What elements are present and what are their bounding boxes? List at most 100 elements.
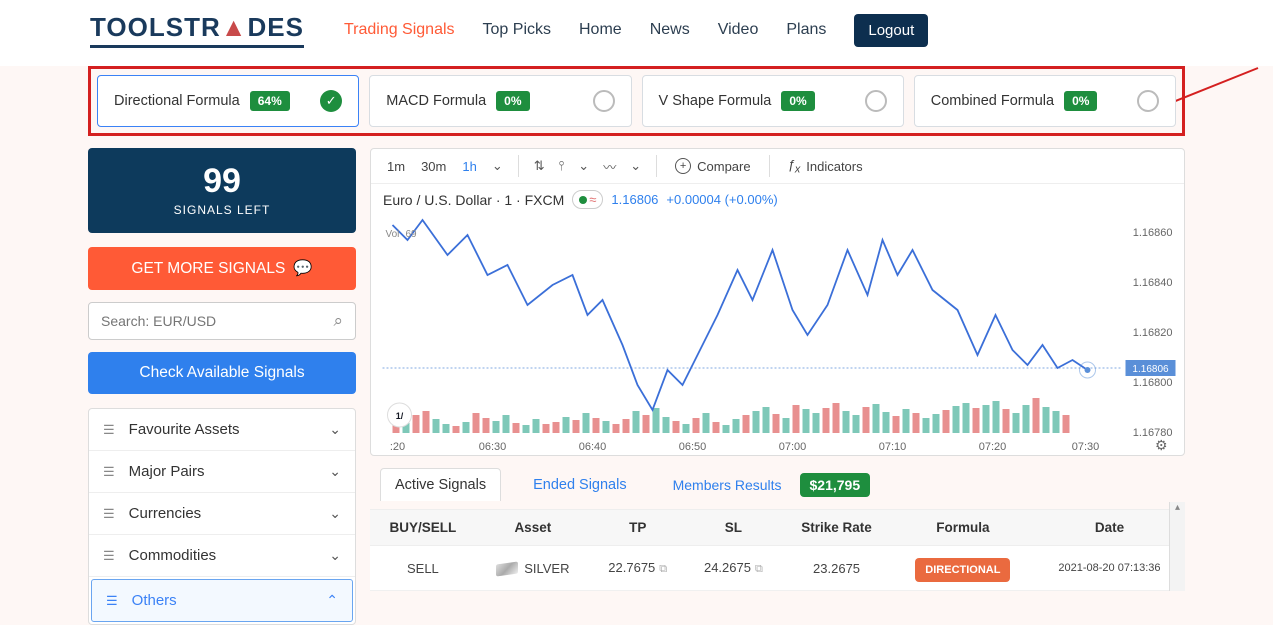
svg-text:07:30: 07:30 bbox=[1072, 441, 1100, 453]
col-strike: Strike Rate bbox=[781, 510, 892, 546]
chevron-down-icon[interactable]: ⌄ bbox=[573, 158, 594, 174]
list-icon: ☰ bbox=[103, 548, 115, 564]
cell-tp: 22.7675⧉ bbox=[590, 546, 686, 591]
get-more-signals-button[interactable]: GET MORE SIGNALS 💬 bbox=[88, 247, 356, 290]
nav-trading-signals[interactable]: Trading Signals bbox=[344, 21, 455, 39]
svg-text:1.16806: 1.16806 bbox=[1132, 364, 1169, 375]
timeframe-1h[interactable]: 1h bbox=[456, 156, 482, 177]
svg-text:07:20: 07:20 bbox=[979, 441, 1007, 453]
radio-empty-icon bbox=[593, 90, 615, 112]
nav-plans[interactable]: Plans bbox=[786, 21, 826, 39]
formula-label: Directional Formula bbox=[114, 93, 240, 109]
svg-text::20: :20 bbox=[390, 441, 405, 453]
chevron-down-icon: ⌄ bbox=[329, 505, 341, 522]
tab-ended-signals[interactable]: Ended Signals bbox=[519, 469, 641, 501]
members-results-link[interactable]: Members Results bbox=[673, 477, 782, 493]
chevron-down-icon[interactable]: ⌄ bbox=[625, 158, 646, 174]
formula-selector-row: Directional Formula 64% ✓ MACD Formula 0… bbox=[88, 66, 1185, 136]
formula-pct-badge: 0% bbox=[781, 91, 814, 111]
svg-text:07:10: 07:10 bbox=[879, 441, 907, 453]
search-box[interactable]: ⌕ bbox=[88, 302, 356, 340]
content-area: 1m 30m 1h ⌄ ⇅ ⫯ ⌄ 〰 ⌄ +Compare ƒxIndicat… bbox=[370, 148, 1185, 625]
category-others[interactable]: ☰Others ⌃ bbox=[91, 579, 353, 622]
timeframe-1m[interactable]: 1m bbox=[381, 156, 411, 177]
list-icon: ☰ bbox=[103, 506, 115, 522]
cell-strike: 23.2675 bbox=[781, 546, 892, 591]
market-status-icon: ≈ bbox=[572, 190, 603, 209]
indicators-button[interactable]: ƒxIndicators bbox=[780, 157, 871, 176]
main-nav: Trading Signals Top Picks Home News Vide… bbox=[344, 14, 928, 47]
radio-empty-icon bbox=[865, 90, 887, 112]
logo-text-post: DES bbox=[247, 12, 303, 42]
list-icon: ☰ bbox=[106, 593, 118, 609]
svg-text:⚙: ⚙ bbox=[1155, 437, 1168, 453]
col-asset: Asset bbox=[476, 510, 590, 546]
svg-text:06:50: 06:50 bbox=[679, 441, 707, 453]
chart-widget: 1m 30m 1h ⌄ ⇅ ⫯ ⌄ 〰 ⌄ +Compare ƒxIndicat… bbox=[370, 148, 1185, 456]
category-list: ☰Favourite Assets ⌄ ☰Major Pairs ⌄ ☰Curr… bbox=[88, 408, 356, 625]
category-favourite-assets[interactable]: ☰Favourite Assets ⌄ bbox=[89, 409, 355, 451]
cell-date: 2021-08-20 07:13:36 bbox=[1034, 546, 1185, 591]
nav-video[interactable]: Video bbox=[718, 21, 759, 39]
line-chart-icon[interactable]: 〰 bbox=[598, 157, 621, 176]
cell-side: SELL bbox=[370, 546, 476, 591]
category-label: Others bbox=[132, 592, 177, 609]
formula-pct-badge: 64% bbox=[250, 91, 290, 111]
nav-top-picks[interactable]: Top Picks bbox=[483, 21, 551, 39]
signals-table: BUY/SELL Asset TP SL Strike Rate Formula… bbox=[370, 509, 1185, 591]
nav-news[interactable]: News bbox=[650, 21, 690, 39]
candlestick-icon[interactable]: ⫯ bbox=[554, 158, 570, 174]
copy-icon[interactable]: ⧉ bbox=[659, 563, 667, 575]
radio-empty-icon bbox=[1137, 90, 1159, 112]
silver-icon bbox=[496, 562, 518, 577]
formula-macd[interactable]: MACD Formula 0% bbox=[369, 75, 631, 127]
tab-active-signals[interactable]: Active Signals bbox=[380, 468, 501, 501]
col-buysell: BUY/SELL bbox=[370, 510, 476, 546]
formula-label: MACD Formula bbox=[386, 93, 486, 109]
category-major-pairs[interactable]: ☰Major Pairs ⌄ bbox=[89, 451, 355, 493]
scrollbar[interactable]: ▴ bbox=[1169, 502, 1185, 591]
bar-chart-icon[interactable]: ⇅ bbox=[529, 158, 550, 174]
list-icon: ☰ bbox=[103, 422, 115, 438]
search-input[interactable] bbox=[101, 313, 333, 329]
cell-asset: SILVER bbox=[476, 546, 590, 591]
formula-vshape[interactable]: V Shape Formula 0% bbox=[642, 75, 904, 127]
category-currencies[interactable]: ☰Currencies ⌄ bbox=[89, 493, 355, 535]
formula-directional[interactable]: Directional Formula 64% ✓ bbox=[97, 75, 359, 127]
chevron-down-icon: ⌄ bbox=[329, 421, 341, 438]
sidebar: 99 SIGNALS LEFT GET MORE SIGNALS 💬 ⌕ Che… bbox=[88, 148, 356, 625]
plus-circle-icon: + bbox=[675, 158, 691, 174]
logo[interactable]: TOOLSTR▲DES bbox=[90, 12, 304, 48]
compare-button[interactable]: +Compare bbox=[667, 158, 758, 174]
svg-text:1/: 1/ bbox=[396, 411, 404, 421]
header-bar: TOOLSTR▲DES Trading Signals Top Picks Ho… bbox=[0, 0, 1273, 66]
chevron-down-icon[interactable]: ⌄ bbox=[487, 158, 508, 174]
svg-text:1.16860: 1.16860 bbox=[1133, 227, 1173, 239]
copy-icon[interactable]: ⧉ bbox=[755, 563, 763, 575]
svg-text:1.16800: 1.16800 bbox=[1133, 377, 1173, 389]
svg-text:07:00: 07:00 bbox=[779, 441, 807, 453]
formula-combined[interactable]: Combined Formula 0% bbox=[914, 75, 1176, 127]
formula-badge: DIRECTIONAL bbox=[915, 558, 1010, 582]
price-change: +0.00004 (+0.00%) bbox=[666, 192, 777, 207]
formula-pct-badge: 0% bbox=[496, 91, 529, 111]
formula-label: V Shape Formula bbox=[659, 93, 772, 109]
price-chart[interactable]: 1.168601.168401.168201.168061.168001.167… bbox=[371, 215, 1184, 455]
signals-remaining-box: 99 SIGNALS LEFT bbox=[88, 148, 356, 233]
check-icon: ✓ bbox=[320, 90, 342, 112]
category-commodities[interactable]: ☰Commodities ⌄ bbox=[89, 535, 355, 577]
col-date: Date bbox=[1034, 510, 1185, 546]
logout-button[interactable]: Logout bbox=[854, 14, 928, 47]
cell-formula: DIRECTIONAL bbox=[892, 546, 1034, 591]
check-signals-button[interactable]: Check Available Signals bbox=[88, 352, 356, 394]
svg-text:1.16820: 1.16820 bbox=[1133, 327, 1173, 339]
timeframe-30m[interactable]: 30m bbox=[415, 156, 452, 177]
search-icon[interactable]: ⌕ bbox=[333, 311, 343, 331]
svg-text:69: 69 bbox=[406, 229, 418, 240]
chat-icon: 💬 bbox=[293, 259, 312, 278]
chevron-down-icon: ⌄ bbox=[329, 547, 341, 564]
table-row[interactable]: SELL SILVER 22.7675⧉ 24.2675⧉ 23.2675 DI… bbox=[370, 546, 1185, 591]
nav-home[interactable]: Home bbox=[579, 21, 622, 39]
svg-text:06:40: 06:40 bbox=[579, 441, 607, 453]
col-sl: SL bbox=[686, 510, 782, 546]
